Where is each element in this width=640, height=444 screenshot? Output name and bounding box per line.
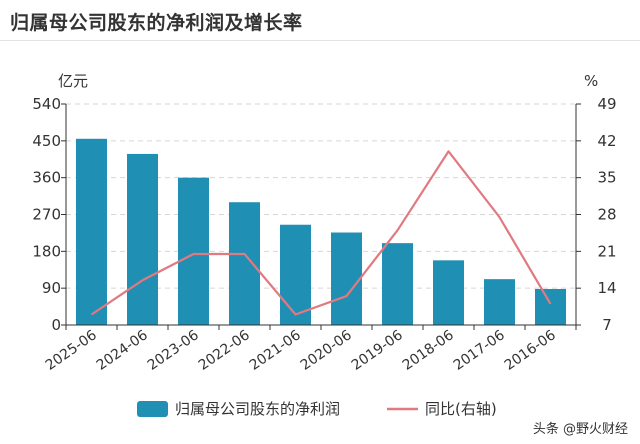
x-tick-label: 2018-06 xyxy=(400,327,457,374)
left-tick-label: 0 xyxy=(51,316,61,334)
x-tick-label: 2023-06 xyxy=(145,327,202,374)
bar xyxy=(535,288,566,325)
bar xyxy=(280,224,311,325)
x-tick-label: 2020-06 xyxy=(298,327,355,374)
left-tick-label: 90 xyxy=(42,279,61,297)
left-tick-label: 270 xyxy=(32,206,61,224)
left-axis-unit: 亿元 xyxy=(58,72,88,90)
x-tick-label: 2021-06 xyxy=(247,327,304,374)
bar xyxy=(433,260,464,325)
right-tick-label: 14 xyxy=(597,279,616,297)
right-axis-unit: % xyxy=(584,72,598,90)
legend-bar-swatch xyxy=(137,401,168,417)
watermark: 头条 @野火财经 xyxy=(528,417,632,438)
chart-title: 归属母公司股东的净利润及增长率 xyxy=(10,12,303,34)
right-tick-label: 35 xyxy=(597,169,616,187)
x-tick-label: 2016-06 xyxy=(502,327,559,374)
right-tick-label: 49 xyxy=(597,95,616,113)
right-tick-label: 28 xyxy=(597,206,616,224)
x-tick-label: 2022-06 xyxy=(196,327,253,374)
x-tick-label: 2019-06 xyxy=(349,327,406,374)
legend-line-label: 同比(右轴) xyxy=(425,400,497,418)
left-tick-label: 450 xyxy=(32,132,61,150)
title-divider xyxy=(0,40,640,41)
bar xyxy=(331,232,362,325)
right-tick-label: 7 xyxy=(602,316,612,334)
left-tick-label: 360 xyxy=(32,169,61,187)
x-tick-label: 2025-06 xyxy=(43,327,100,374)
right-tick-label: 42 xyxy=(597,132,616,150)
bar xyxy=(127,153,158,325)
x-tick-label: 2017-06 xyxy=(451,327,508,374)
legend-bar-label: 归属母公司股东的净利润 xyxy=(175,400,340,418)
bar xyxy=(484,279,515,325)
left-tick-label: 180 xyxy=(32,242,61,260)
bar xyxy=(76,138,107,325)
left-tick-label: 540 xyxy=(32,95,61,113)
x-tick-label: 2024-06 xyxy=(94,327,151,374)
bar xyxy=(229,202,260,325)
bar xyxy=(382,243,413,325)
bar xyxy=(178,177,209,325)
growth-line xyxy=(90,150,552,316)
right-tick-label: 21 xyxy=(597,242,616,260)
